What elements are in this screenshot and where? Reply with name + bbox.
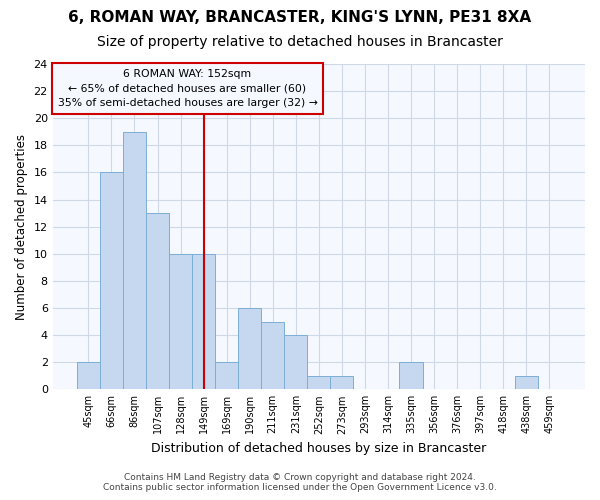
- Text: Size of property relative to detached houses in Brancaster: Size of property relative to detached ho…: [97, 35, 503, 49]
- Y-axis label: Number of detached properties: Number of detached properties: [15, 134, 28, 320]
- Text: Contains HM Land Registry data © Crown copyright and database right 2024.
Contai: Contains HM Land Registry data © Crown c…: [103, 473, 497, 492]
- Bar: [238, 308, 261, 390]
- Bar: [331, 376, 353, 390]
- Bar: [123, 132, 146, 390]
- Bar: [169, 254, 192, 390]
- Bar: [307, 376, 331, 390]
- Bar: [400, 362, 422, 390]
- Bar: [261, 322, 284, 390]
- Bar: [100, 172, 123, 390]
- Text: 6 ROMAN WAY: 152sqm
← 65% of detached houses are smaller (60)
35% of semi-detach: 6 ROMAN WAY: 152sqm ← 65% of detached ho…: [58, 68, 317, 108]
- Bar: [515, 376, 538, 390]
- Bar: [77, 362, 100, 390]
- Bar: [192, 254, 215, 390]
- Bar: [215, 362, 238, 390]
- Bar: [284, 335, 307, 390]
- Text: 6, ROMAN WAY, BRANCASTER, KING'S LYNN, PE31 8XA: 6, ROMAN WAY, BRANCASTER, KING'S LYNN, P…: [68, 10, 532, 25]
- X-axis label: Distribution of detached houses by size in Brancaster: Distribution of detached houses by size …: [151, 442, 487, 455]
- Bar: [146, 213, 169, 390]
